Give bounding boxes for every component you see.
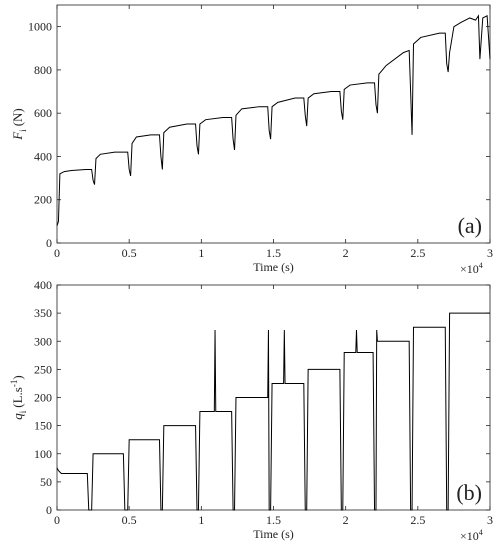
y-label-part: F (10, 131, 25, 141)
y-tick-label: 300 (34, 334, 52, 348)
y-tick-label: 0 (46, 236, 52, 250)
panel-label: (a) (458, 213, 482, 238)
x-tick-label: 0.5 (122, 513, 137, 527)
x-tick-label: 2.5 (410, 513, 425, 527)
y-label-part: i (18, 129, 28, 132)
y-label-part: (N) (10, 108, 25, 126)
data-line (56, 14, 491, 226)
y-tick-label: 400 (34, 278, 52, 292)
x-tick-label: 0 (54, 246, 60, 260)
data-line (56, 312, 490, 511)
x-tick-label: 2 (343, 246, 349, 260)
y-tick-label: 350 (34, 306, 52, 320)
x-tick-label: 2 (343, 513, 349, 527)
panel-label: (b) (456, 480, 482, 505)
y-label-part: (L.s (10, 387, 25, 408)
y-tick-label: 150 (34, 419, 52, 433)
y-tick-label: 200 (34, 193, 52, 207)
y-label-part: -1 (9, 380, 19, 388)
y-tick-label: 800 (34, 63, 52, 77)
y-tick-label: 50 (40, 475, 52, 489)
x-tick-label: 3 (487, 513, 493, 527)
x-tick-label: 0 (54, 513, 60, 527)
y-tick-label: 1000 (28, 20, 52, 34)
x-tick-label: 1.5 (266, 246, 281, 260)
multiplier-base: ×10 (460, 529, 479, 543)
y-label-part: q (10, 413, 25, 420)
subplot: 0 0.5 1 1.5 2 2.5 3 0 200 400 600 800 1000 Time (s) ×1… (10, 4, 493, 276)
y-axis-label: Fi (N) (10, 108, 28, 141)
multiplier-exponent: 4 (479, 528, 483, 537)
x-tick-label: 1 (198, 513, 204, 527)
y-tick-label: 100 (34, 447, 52, 461)
x-tick-label: 1.5 (266, 513, 281, 527)
multiplier-base: ×10 (460, 262, 479, 276)
y-tick-label: 400 (34, 149, 52, 163)
subplot: 0 0.5 1 1.5 2 2.5 3 0 50 100 150 200 250 300 350 400 Tim… (9, 278, 493, 543)
x-tick-label: 0.5 (122, 246, 137, 260)
x-multiplier: ×104 (460, 528, 483, 543)
x-tick-label: 2.5 (410, 246, 425, 260)
x-multiplier: ×104 (460, 261, 483, 276)
y-tick-label: 200 (34, 391, 52, 405)
x-tick-label: 3 (487, 246, 493, 260)
x-tick-label: 1 (198, 246, 204, 260)
y-tick-label: 250 (34, 362, 52, 376)
y-label-part: ) (10, 375, 25, 379)
y-label-part: i (18, 410, 28, 413)
y-tick-label: 0 (46, 503, 52, 517)
x-axis-label: Time (s) (253, 260, 294, 274)
y-axis-label: qi (L.s-1) (9, 375, 28, 419)
multiplier-exponent: 4 (479, 261, 483, 270)
y-tick-label: 600 (34, 106, 52, 120)
plot-area (56, 4, 491, 244)
plot-area (56, 284, 491, 511)
x-axis-label: Time (s) (253, 527, 294, 541)
